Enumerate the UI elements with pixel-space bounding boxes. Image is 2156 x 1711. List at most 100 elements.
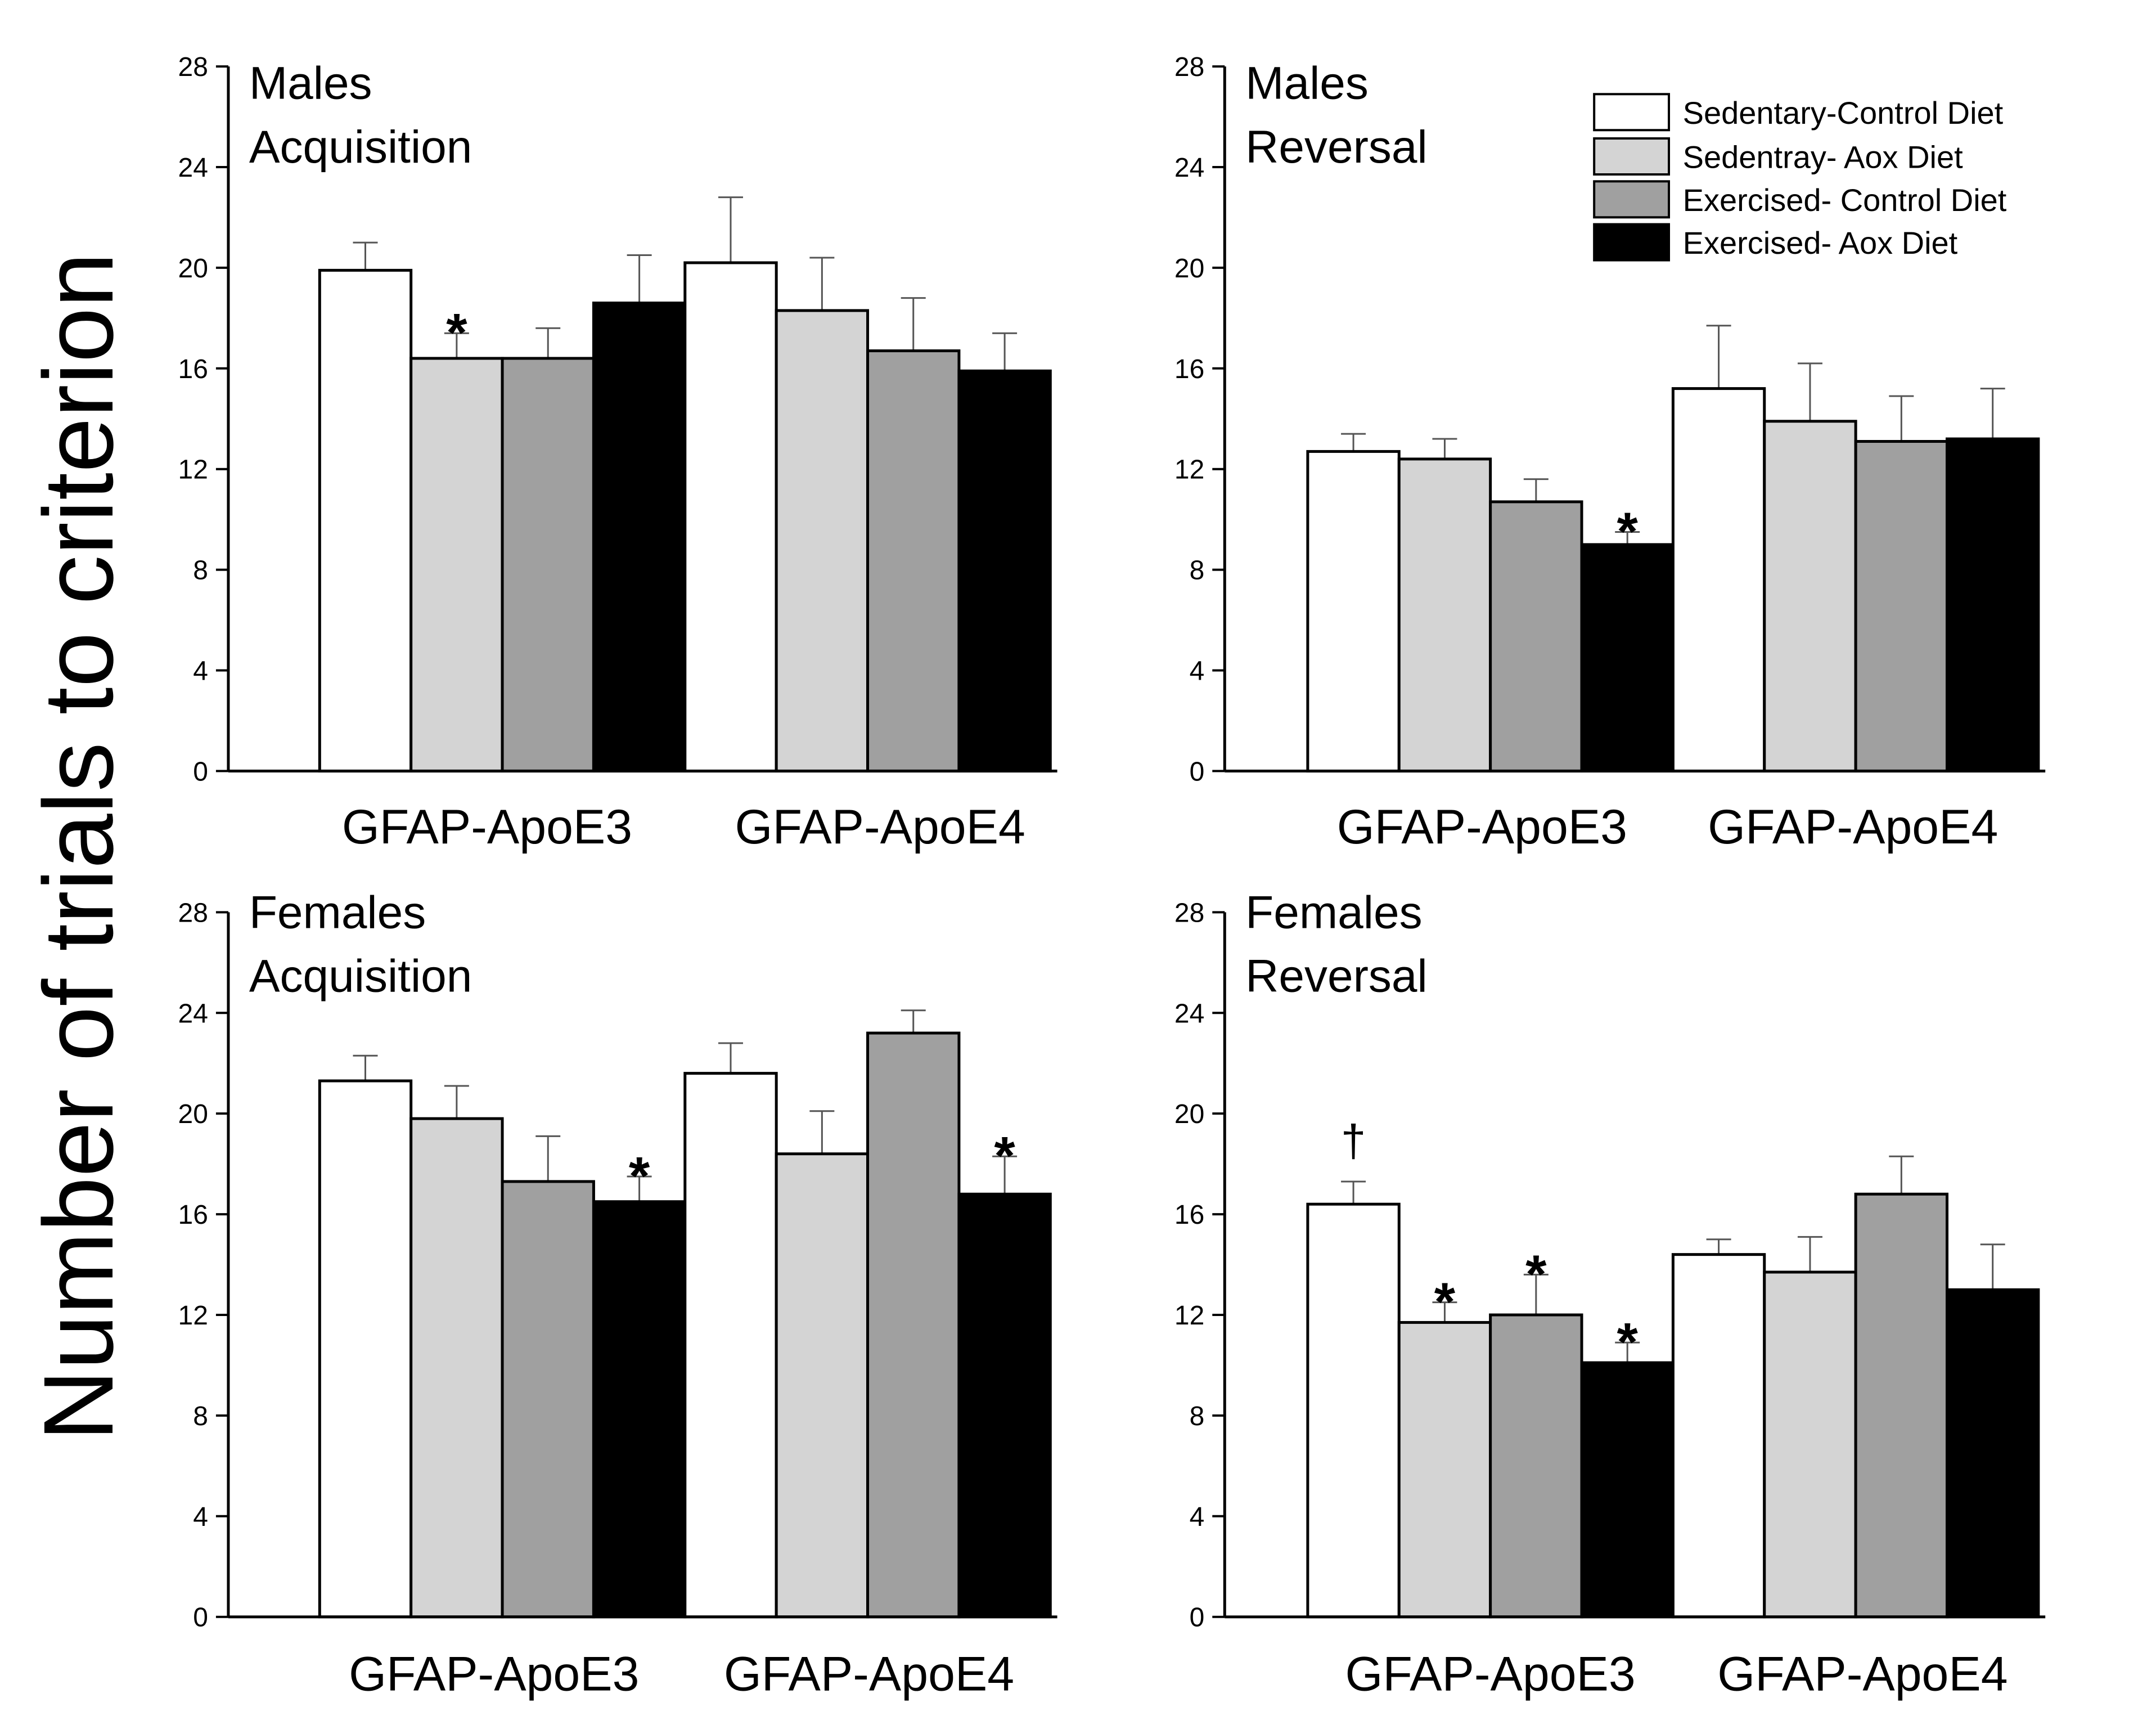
y-tick-label: 4 [193,657,208,686]
y-tick-label: 28 [178,52,208,82]
group-label: GFAP-ApoE4 [724,1647,1014,1701]
panel-title-line: Females [249,887,426,938]
bar [409,357,504,773]
bar [775,309,870,773]
chart-panels: * 0 4 8 12 16 20 24 28 GFAP-ApoE3 GFAP-ApoE4 Males A… [178,52,2046,1701]
panel-title-line: Acquisition [249,951,472,1002]
bar [318,1079,413,1619]
y-tick-label: 4 [1190,657,1205,686]
y-tick-label: 8 [193,1402,208,1431]
y-tick-label: 24 [1174,153,1204,183]
significance-marker: * [629,1146,650,1206]
legend-label: Exercised- Aox Diet [1683,225,1958,261]
y-tick-label: 8 [193,556,208,586]
y-tick-label: 8 [1190,556,1205,586]
bar [1489,500,1583,773]
group-label: GFAP-ApoE3 [349,1647,639,1701]
significance-marker: * [1617,1312,1639,1372]
significance-marker: * [1434,1272,1456,1332]
bar [1763,1270,1857,1619]
y-tick-label: 16 [1174,354,1204,384]
y-axis-label: Number of trials to criterion [24,253,134,1441]
dagger-marker: † [1341,1116,1366,1166]
y-tick-label: 16 [178,1200,208,1230]
group-label: GFAP-ApoE3 [342,800,632,854]
bar [775,1152,870,1619]
group-label: GFAP-ApoE3 [1337,800,1627,854]
y-tick-label: 0 [193,1603,208,1633]
bar [1580,1361,1675,1619]
bar [866,349,961,773]
y-tick-label: 20 [1174,1099,1204,1129]
panel-title-line: Acquisition [249,122,472,173]
bar [409,1117,504,1619]
legend-label: Sedentary-Control Diet [1683,95,2004,131]
bar [957,369,1052,773]
bar [1946,1288,2040,1619]
bar [592,302,687,773]
bar [1763,420,1857,773]
panel-2: * 0 4 8 12 16 20 24 28 GFAP-ApoE3 GFAP-ApoE4 Males R… [1174,52,2046,854]
bar [1306,450,1401,773]
y-tick-label: 24 [178,153,208,183]
y-tick-label: 24 [178,999,208,1029]
y-tick-label: 20 [1174,254,1204,284]
bar [1580,543,1675,773]
y-tick-label: 28 [1174,52,1204,82]
y-tick-label: 12 [178,455,208,485]
bar [501,357,595,773]
group-label: GFAP-ApoE3 [1345,1647,1636,1701]
legend-swatch [1593,137,1671,176]
bar [1397,1321,1492,1619]
group-label: GFAP-ApoE4 [735,800,1025,854]
y-tick-label: 20 [178,1099,208,1129]
panel-3: * * 0 4 8 12 16 20 24 28 GFAP-ApoE3 GFAP-ApoE4 Femal… [178,887,1057,1701]
y-tick-label: 12 [1174,1301,1204,1331]
significance-marker: * [994,1126,1015,1186]
bar [1854,440,1949,773]
y-tick-label: 8 [1190,1402,1205,1431]
legend: Sedentary-Control Diet Sedentray- Aox Die… [1593,93,2007,262]
y-tick-label: 0 [193,757,208,787]
bar [957,1192,1052,1619]
y-tick-label: 16 [178,354,208,384]
bar [683,1072,778,1619]
group-label: GFAP-ApoE4 [1708,800,1998,854]
y-tick-label: 0 [1190,757,1205,787]
panel-title-line: Reversal [1245,122,1428,173]
bar [1397,457,1492,773]
y-tick-label: 4 [193,1502,208,1532]
legend-swatch [1593,93,1671,132]
bar [318,268,413,773]
bar [1854,1192,1949,1619]
bar [683,261,778,773]
panel-title-line: Males [1245,58,1369,109]
y-tick-label: 24 [1174,999,1204,1029]
y-tick-label: 4 [1190,1502,1205,1532]
significance-marker: * [1617,502,1639,562]
panel-title-line: Males [249,58,372,109]
bar [1671,387,1766,773]
bar [866,1031,961,1619]
significance-marker: * [1525,1244,1547,1304]
legend-swatch [1593,223,1671,262]
bar [592,1200,687,1619]
bar [1489,1313,1583,1619]
y-tick-label: 0 [1190,1603,1205,1633]
bar [1946,437,2040,773]
panel-title-line: Reversal [1245,951,1428,1002]
y-tick-label: 28 [1174,898,1204,928]
bar [1671,1253,1766,1619]
legend-label: Sedentray- Aox Diet [1683,139,1963,174]
legend-swatch [1593,180,1671,219]
y-tick-label: 12 [1174,455,1204,485]
y-tick-label: 16 [1174,1200,1204,1230]
significance-marker: * [446,303,467,363]
panel-title-line: Females [1245,887,1422,938]
panel-1: * 0 4 8 12 16 20 24 28 GFAP-ApoE3 GFAP-ApoE4 Males A… [178,52,1057,854]
bar [501,1180,595,1619]
legend-label: Exercised- Control Diet [1683,182,2007,218]
group-label: GFAP-ApoE4 [1717,1647,2008,1701]
y-tick-label: 20 [178,254,208,284]
